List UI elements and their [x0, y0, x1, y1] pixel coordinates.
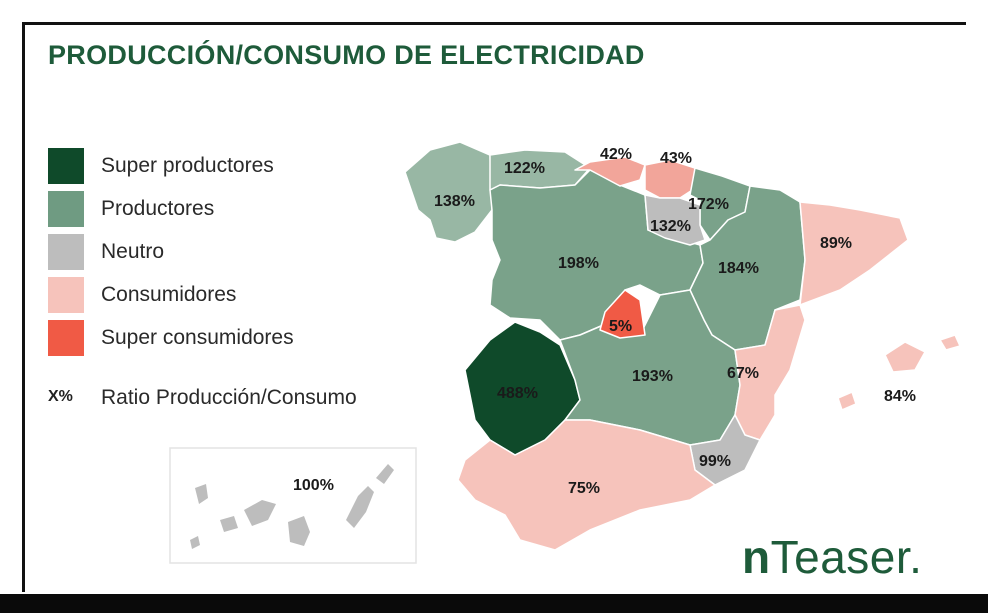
- region-madrid: [599, 289, 646, 339]
- label-asturias: 122%: [504, 160, 545, 177]
- canarias-inset-box: [169, 447, 417, 564]
- label-castilla-y-leon: 198%: [558, 255, 599, 272]
- legend-label: Super productores: [101, 154, 274, 177]
- ratio-symbol: X%: [48, 388, 73, 405]
- label-cataluna: 89%: [820, 235, 852, 252]
- label-castilla-la-mancha: 193%: [632, 368, 673, 385]
- region-andalucia: [457, 419, 716, 551]
- label-aragon: 184%: [718, 260, 759, 277]
- label-madrid: 5%: [609, 318, 632, 335]
- region-galicia: [404, 141, 493, 243]
- legend-label: Super consumidores: [101, 326, 294, 349]
- region-value-labels: 138% 122% 42% 43% 172% 132% 198% 184% 89…: [293, 146, 916, 497]
- region-valencia: [734, 304, 806, 441]
- legend-label: Consumidores: [101, 283, 237, 306]
- region-cantabria: [574, 156, 646, 187]
- label-andalucia: 75%: [568, 480, 600, 497]
- legend-swatch: [48, 277, 84, 313]
- brand-name: Teaser.: [770, 531, 923, 583]
- legend-swatch: [48, 148, 84, 184]
- label-valencia: 67%: [727, 365, 759, 382]
- region-baleares: [837, 334, 961, 411]
- region-la-rioja: [644, 194, 706, 246]
- legend-swatch: [48, 234, 84, 270]
- legend-label: Neutro: [101, 240, 165, 263]
- region-canarias: [190, 464, 394, 549]
- label-la-rioja: 132%: [650, 218, 691, 235]
- label-pais-vasco: 43%: [660, 150, 692, 167]
- region-cataluna: [799, 201, 909, 306]
- page-title: PRODUCCIÓN/CONSUMO DE ELECTRICIDAD: [48, 40, 645, 70]
- label-galicia: 138%: [434, 193, 475, 210]
- legend-label: Productores: [101, 197, 215, 220]
- label-extremadura: 488%: [497, 385, 538, 402]
- label-canarias: 100%: [293, 477, 334, 494]
- label-murcia: 99%: [699, 453, 731, 470]
- brand-initial: n: [742, 531, 771, 583]
- brand-logo: nTeaser.: [742, 530, 922, 584]
- label-navarra: 172%: [688, 196, 729, 213]
- label-baleares: 84%: [884, 388, 916, 405]
- label-cantabria: 42%: [600, 146, 632, 163]
- legend-swatch: [48, 191, 84, 227]
- legend-swatch: [48, 320, 84, 356]
- bottom-bar: [0, 594, 988, 613]
- ratio-label: Ratio Producción/Consumo: [101, 386, 357, 409]
